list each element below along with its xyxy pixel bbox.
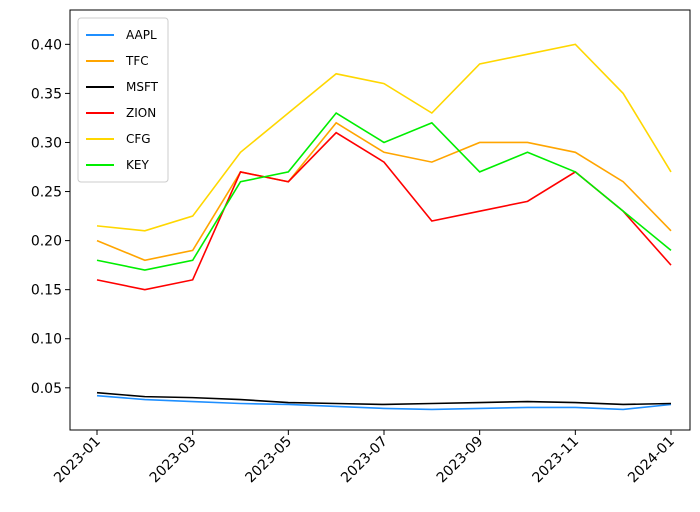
legend-label: ZION bbox=[126, 106, 156, 120]
legend-label: KEY bbox=[126, 158, 149, 172]
y-tick-label: 0.10 bbox=[31, 332, 62, 348]
legend-label: CFG bbox=[126, 132, 151, 146]
legend-label: MSFT bbox=[126, 80, 159, 94]
x-tick-label: 2023-03 bbox=[147, 434, 200, 487]
legend: AAPL TFC MSFT ZION CFG KEY bbox=[77, 17, 169, 183]
legend-label: AAPL bbox=[126, 28, 157, 42]
y-tick-label: 0.35 bbox=[31, 86, 62, 102]
x-tick-label: 2024-01 bbox=[625, 434, 678, 487]
y-tick-label: 0.30 bbox=[31, 135, 62, 151]
series-line bbox=[96, 121, 672, 262]
legend-box bbox=[77, 17, 169, 183]
y-tick-label: 0.15 bbox=[31, 283, 62, 299]
series-line bbox=[96, 394, 672, 411]
series-line bbox=[96, 391, 672, 406]
x-tick-label: 2023-07 bbox=[338, 434, 391, 487]
series-line bbox=[96, 43, 672, 232]
x-tick-label: 2023-11 bbox=[529, 434, 582, 487]
y-tick-label: 0.40 bbox=[31, 37, 62, 53]
x-tick-label: 2023-09 bbox=[434, 434, 487, 487]
plot-frame bbox=[69, 9, 691, 431]
y-tick-label: 0.25 bbox=[31, 185, 62, 201]
y-tick-label: 0.20 bbox=[31, 234, 62, 250]
series-line bbox=[96, 111, 672, 271]
legend-label: TFC bbox=[125, 54, 149, 68]
x-tick-label: 2023-01 bbox=[51, 434, 104, 487]
y-tick-label: 0.05 bbox=[31, 381, 62, 397]
series-line bbox=[96, 131, 672, 291]
x-tick-label: 2023-05 bbox=[242, 434, 295, 487]
